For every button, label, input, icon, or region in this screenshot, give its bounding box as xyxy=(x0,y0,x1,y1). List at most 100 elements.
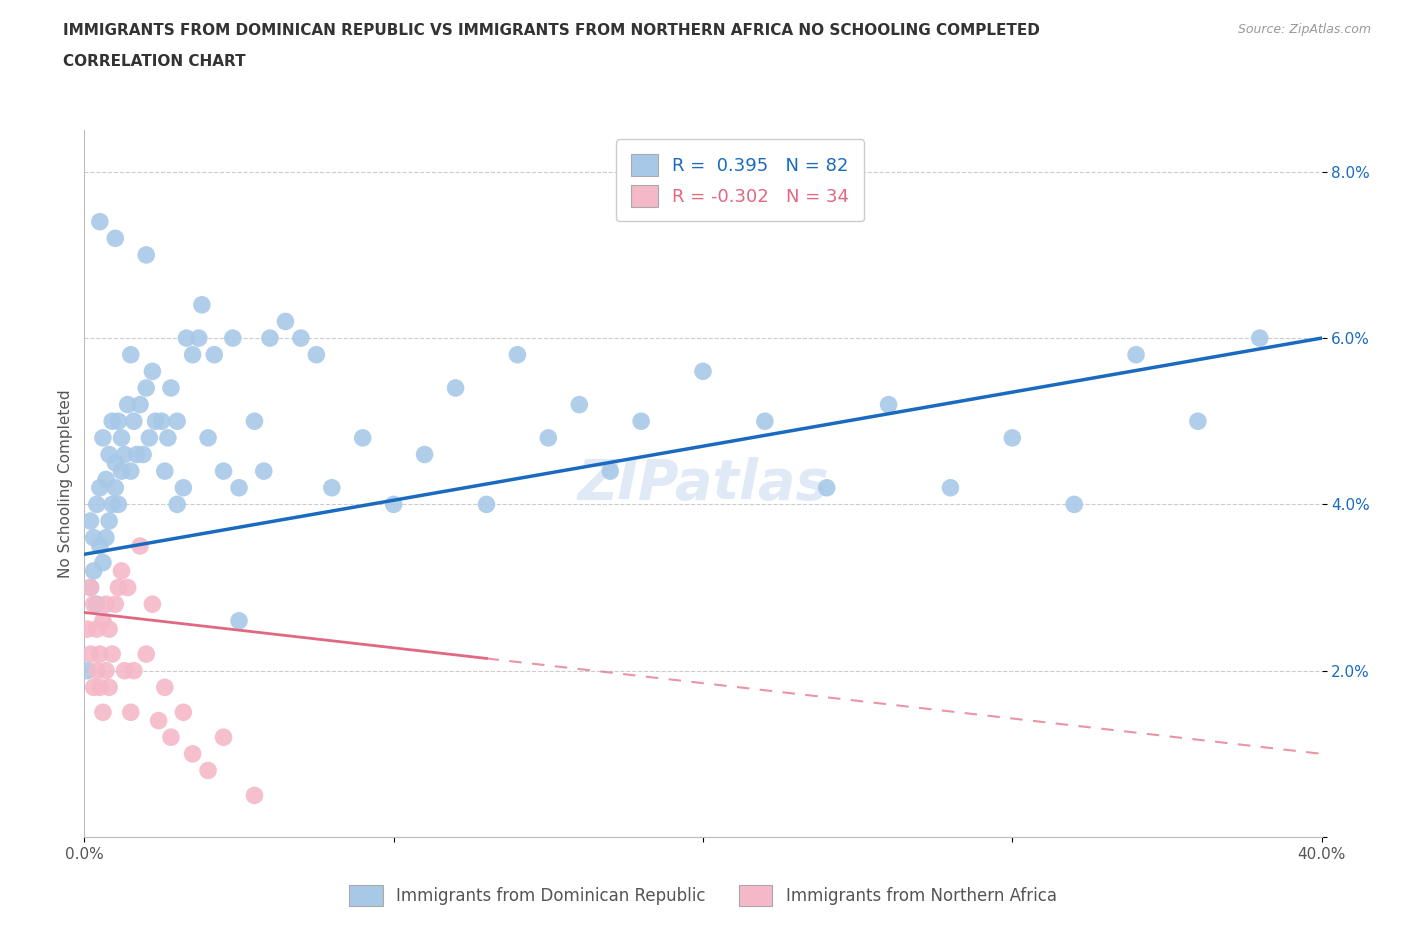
Point xyxy=(1063,497,1085,512)
Point xyxy=(228,480,250,495)
Point xyxy=(305,347,328,362)
Point xyxy=(228,614,250,629)
Point xyxy=(79,513,101,528)
Point xyxy=(83,564,105,578)
Point xyxy=(98,513,121,528)
Point xyxy=(104,480,127,495)
Point xyxy=(117,580,139,595)
Text: Source: ZipAtlas.com: Source: ZipAtlas.com xyxy=(1237,23,1371,36)
Point xyxy=(120,464,142,479)
Point xyxy=(1001,431,1024,445)
Point xyxy=(141,597,163,612)
Point xyxy=(187,331,209,346)
Point xyxy=(222,331,245,346)
Point xyxy=(243,414,266,429)
Point xyxy=(89,680,111,695)
Point xyxy=(79,646,101,661)
Point xyxy=(91,555,114,570)
Point xyxy=(537,431,560,445)
Point xyxy=(202,347,225,362)
Point xyxy=(197,763,219,777)
Point xyxy=(1249,331,1271,346)
Point xyxy=(253,464,276,479)
Legend: Immigrants from Dominican Republic, Immigrants from Northern Africa: Immigrants from Dominican Republic, Immi… xyxy=(343,879,1063,912)
Point xyxy=(754,414,776,429)
Point xyxy=(120,347,142,362)
Point xyxy=(352,431,374,445)
Point xyxy=(101,414,124,429)
Point xyxy=(83,530,105,545)
Point xyxy=(141,364,163,379)
Point xyxy=(89,538,111,553)
Point xyxy=(110,464,132,479)
Point xyxy=(475,497,498,512)
Point xyxy=(104,231,127,246)
Point xyxy=(815,480,838,495)
Point xyxy=(181,747,204,762)
Point xyxy=(138,431,160,445)
Point xyxy=(145,414,167,429)
Point xyxy=(110,431,132,445)
Point xyxy=(599,464,621,479)
Point xyxy=(153,680,176,695)
Point xyxy=(86,497,108,512)
Point xyxy=(243,788,266,803)
Y-axis label: No Schooling Completed: No Schooling Completed xyxy=(58,390,73,578)
Point xyxy=(132,447,155,462)
Point xyxy=(125,447,148,462)
Point xyxy=(172,705,194,720)
Point xyxy=(692,364,714,379)
Point xyxy=(110,564,132,578)
Point xyxy=(1187,414,1209,429)
Point xyxy=(630,414,652,429)
Point xyxy=(86,621,108,636)
Point xyxy=(89,646,111,661)
Point xyxy=(135,646,157,661)
Point xyxy=(166,497,188,512)
Point xyxy=(197,431,219,445)
Point xyxy=(107,580,129,595)
Point xyxy=(91,431,114,445)
Point xyxy=(191,298,214,312)
Point xyxy=(104,597,127,612)
Point xyxy=(166,414,188,429)
Point xyxy=(104,456,127,471)
Point xyxy=(120,705,142,720)
Point xyxy=(135,380,157,395)
Point xyxy=(181,347,204,362)
Point xyxy=(129,397,152,412)
Point xyxy=(135,247,157,262)
Point xyxy=(129,538,152,553)
Point xyxy=(86,663,108,678)
Point xyxy=(212,464,235,479)
Point xyxy=(382,497,405,512)
Point xyxy=(212,730,235,745)
Point xyxy=(172,480,194,495)
Point xyxy=(506,347,529,362)
Point xyxy=(83,597,105,612)
Point xyxy=(94,597,117,612)
Point xyxy=(76,621,98,636)
Point xyxy=(321,480,343,495)
Point xyxy=(568,397,591,412)
Point xyxy=(122,663,145,678)
Point xyxy=(1125,347,1147,362)
Point xyxy=(413,447,436,462)
Point xyxy=(877,397,900,412)
Point xyxy=(98,621,121,636)
Point xyxy=(274,314,297,329)
Point xyxy=(91,614,114,629)
Point xyxy=(176,331,198,346)
Point xyxy=(444,380,467,395)
Point xyxy=(94,530,117,545)
Point xyxy=(76,663,98,678)
Point xyxy=(114,663,136,678)
Point xyxy=(160,380,183,395)
Point xyxy=(86,597,108,612)
Point xyxy=(160,730,183,745)
Point xyxy=(117,397,139,412)
Point xyxy=(107,497,129,512)
Point xyxy=(290,331,312,346)
Point xyxy=(98,680,121,695)
Point xyxy=(94,472,117,487)
